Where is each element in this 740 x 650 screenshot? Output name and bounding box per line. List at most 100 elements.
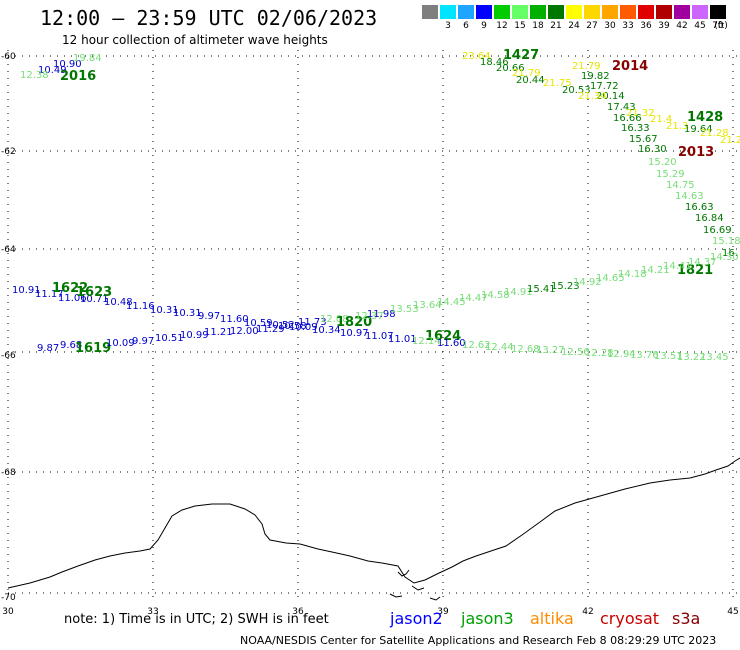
color-scale-tick: 15 [514, 21, 526, 31]
wave-height-value: 13.22 [677, 352, 706, 363]
color-scale-unit-label: (ft) [714, 21, 728, 31]
color-swatch [512, 5, 528, 19]
wave-height-value: 9.97 [132, 336, 154, 347]
color-scale-tick: 42 [676, 21, 688, 31]
wave-height-value: 21.3 [666, 121, 688, 132]
wave-height-value: 14.65 [596, 273, 625, 284]
wave-height-value: 9.87 [37, 343, 59, 354]
color-swatch [692, 5, 708, 19]
color-swatch [710, 5, 726, 19]
wave-height-value: 16. [722, 248, 738, 259]
wave-height-value: 11.17 [35, 289, 64, 300]
wave-height-value: 18.46 [480, 57, 509, 68]
wave-height-value: 12.08 [320, 314, 349, 325]
wave-height-value: 10.90 [53, 59, 82, 70]
color-swatch [638, 5, 654, 19]
wave-height-value: 16.69 [703, 225, 732, 236]
wave-height-value: 11.06 [58, 293, 87, 304]
map-title: 12:00 — 23:59 UTC 02/06/2023 [40, 6, 378, 30]
wave-height-value: 11.16 [126, 301, 155, 312]
wave-height-value: 9.68 [60, 340, 82, 351]
color-scale-tick: 27 [586, 21, 598, 31]
wave-height-value: 16.66 [613, 113, 642, 124]
wave-height-value: 19.84 [73, 53, 102, 64]
wave-height-value: 17.72 [590, 81, 619, 92]
color-swatch [674, 5, 690, 19]
wave-height-value: 13.27 [536, 345, 565, 356]
wave-height-value: 13.64 [413, 300, 442, 311]
wave-height-value: 14.30 [710, 252, 739, 263]
wave-height-value: 16.33 [621, 123, 650, 134]
color-swatch [422, 5, 438, 19]
coastline-inlet [389, 569, 441, 601]
color-swatch [440, 5, 456, 19]
wave-height-value: 10.58 [278, 321, 307, 332]
color-scale-tick: 33 [622, 21, 634, 31]
color-scale-tick: 24 [568, 21, 580, 31]
wave-height-value: 10.99 [180, 330, 209, 341]
wave-height-value: 10.31 [150, 305, 179, 316]
wave-height-value: 21.34 [578, 91, 607, 102]
wave-height-value: 14.37 [688, 257, 717, 268]
wave-height-value: 11.07 [365, 331, 394, 342]
wave-height-value: 15.23 [551, 281, 580, 292]
wave-height-value: 20.44 [516, 75, 545, 86]
color-swatch [458, 5, 474, 19]
wave-height-value: 15.29 [656, 169, 685, 180]
wave-height-value: 11.73 [298, 317, 327, 328]
color-swatch [656, 5, 672, 19]
mission-jason2: jason2 [390, 609, 443, 628]
wave-height-value: 11.60 [220, 314, 249, 325]
wave-height-value: 19.64 [684, 124, 713, 135]
wave-height-value: 14.92 [573, 277, 602, 288]
wave-height-value: 23.64 [462, 51, 491, 62]
wave-height-value: 10.51 [155, 333, 184, 344]
wave-height-value: 12.28 [585, 348, 614, 359]
wave-height-value: 12.00 [230, 326, 259, 337]
wave-height-value: 12.56 [561, 347, 590, 358]
track-time-label: 2016 [60, 69, 96, 84]
wave-height-value: 10.09 [289, 322, 318, 333]
wave-height-value: 15.18 [712, 236, 740, 247]
wave-height-value: 20.66 [496, 63, 525, 74]
wave-height-value: 21.28 [700, 128, 729, 139]
color-scale-tick: 45 [694, 21, 706, 31]
wave-height-value: 11.98 [367, 309, 396, 320]
latitude-tick-label: -60 [1, 52, 16, 62]
wave-height-value: 21.32 [626, 108, 655, 119]
graticule-grid [7, 50, 740, 600]
wave-height-value: 12.14 [412, 336, 441, 347]
track-time-label: 1624 [425, 329, 461, 344]
latitude-tick-label: -70 [1, 593, 16, 603]
color-scale-tick: 12 [496, 21, 508, 31]
longitude-tick-label: 36 [292, 607, 304, 617]
wave-height-value: 21.2 [720, 135, 740, 146]
wave-height-value: 21.4 [650, 114, 672, 125]
mission-s3a: s3a [672, 609, 701, 628]
wave-height-value: 9.97 [198, 311, 220, 322]
wave-height-value: 14.21 [641, 265, 670, 276]
color-swatch [530, 5, 546, 19]
wave-height-value: 15.20 [648, 157, 677, 168]
wave-height-value: 10.48 [104, 297, 133, 308]
wave-height-value: 10.97 [340, 328, 369, 339]
footer-credit: NOAA/NESDIS Center for Satellite Applica… [240, 634, 717, 647]
color-swatch [602, 5, 618, 19]
wave-height-value: 15.67 [629, 134, 658, 145]
wave-height-value: 14.47 [459, 293, 488, 304]
wave-height-value: 12.68 [511, 344, 540, 355]
wave-height-value: 15.41 [527, 284, 556, 295]
color-scale-tick: 36 [640, 21, 652, 31]
wave-height-value: 13.45 [700, 352, 729, 363]
track-time-label: 2013 [678, 145, 714, 160]
color-swatch [548, 5, 564, 19]
latitude-tick-label: -64 [1, 245, 16, 255]
longitude-tick-label: 45 [727, 607, 738, 617]
latitude-ticks: -60 -62 -64 -66 -68 -70 [1, 52, 16, 603]
latitude-tick-label: -68 [1, 468, 16, 478]
color-scale-tick: 6 [463, 21, 469, 31]
wave-height-value: 19.82 [581, 71, 610, 82]
track-time-label: 1820 [336, 315, 372, 330]
